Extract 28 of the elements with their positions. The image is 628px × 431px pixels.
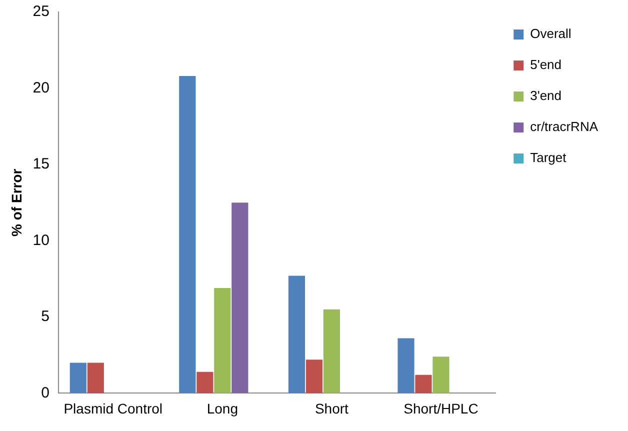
legend-label: cr/tracrRNA — [530, 119, 598, 134]
bar — [214, 288, 231, 394]
y-tick-label: 25 — [32, 3, 50, 20]
y-tick-label: 15 — [32, 156, 50, 173]
y-tick-label: 20 — [32, 79, 50, 96]
bar — [70, 362, 86, 394]
y-tick-label: 10 — [32, 232, 50, 249]
bar — [179, 76, 196, 394]
x-tick-label: Long — [206, 400, 238, 416]
legend-label: Overall — [530, 26, 572, 42]
legend-label: 3'end — [530, 88, 562, 104]
bar — [323, 309, 340, 394]
x-tick-label: Short — [314, 400, 349, 416]
bar — [288, 276, 306, 394]
y-axis-title: % of Error — [8, 168, 24, 236]
bar — [232, 202, 248, 394]
bar — [415, 374, 432, 394]
bar — [196, 372, 214, 394]
legend-label: 5'end — [530, 57, 562, 72]
bar — [432, 356, 450, 394]
y-tick-label: 0 — [41, 384, 50, 402]
legend-label: Target — [530, 150, 567, 166]
y-tick-label: 5 — [41, 308, 50, 326]
bar — [87, 362, 104, 394]
bar — [398, 338, 414, 394]
x-tick-label: Plasmid Control — [64, 400, 163, 416]
bar — [306, 360, 323, 394]
x-tick-label: Short/HPLC — [404, 400, 478, 416]
